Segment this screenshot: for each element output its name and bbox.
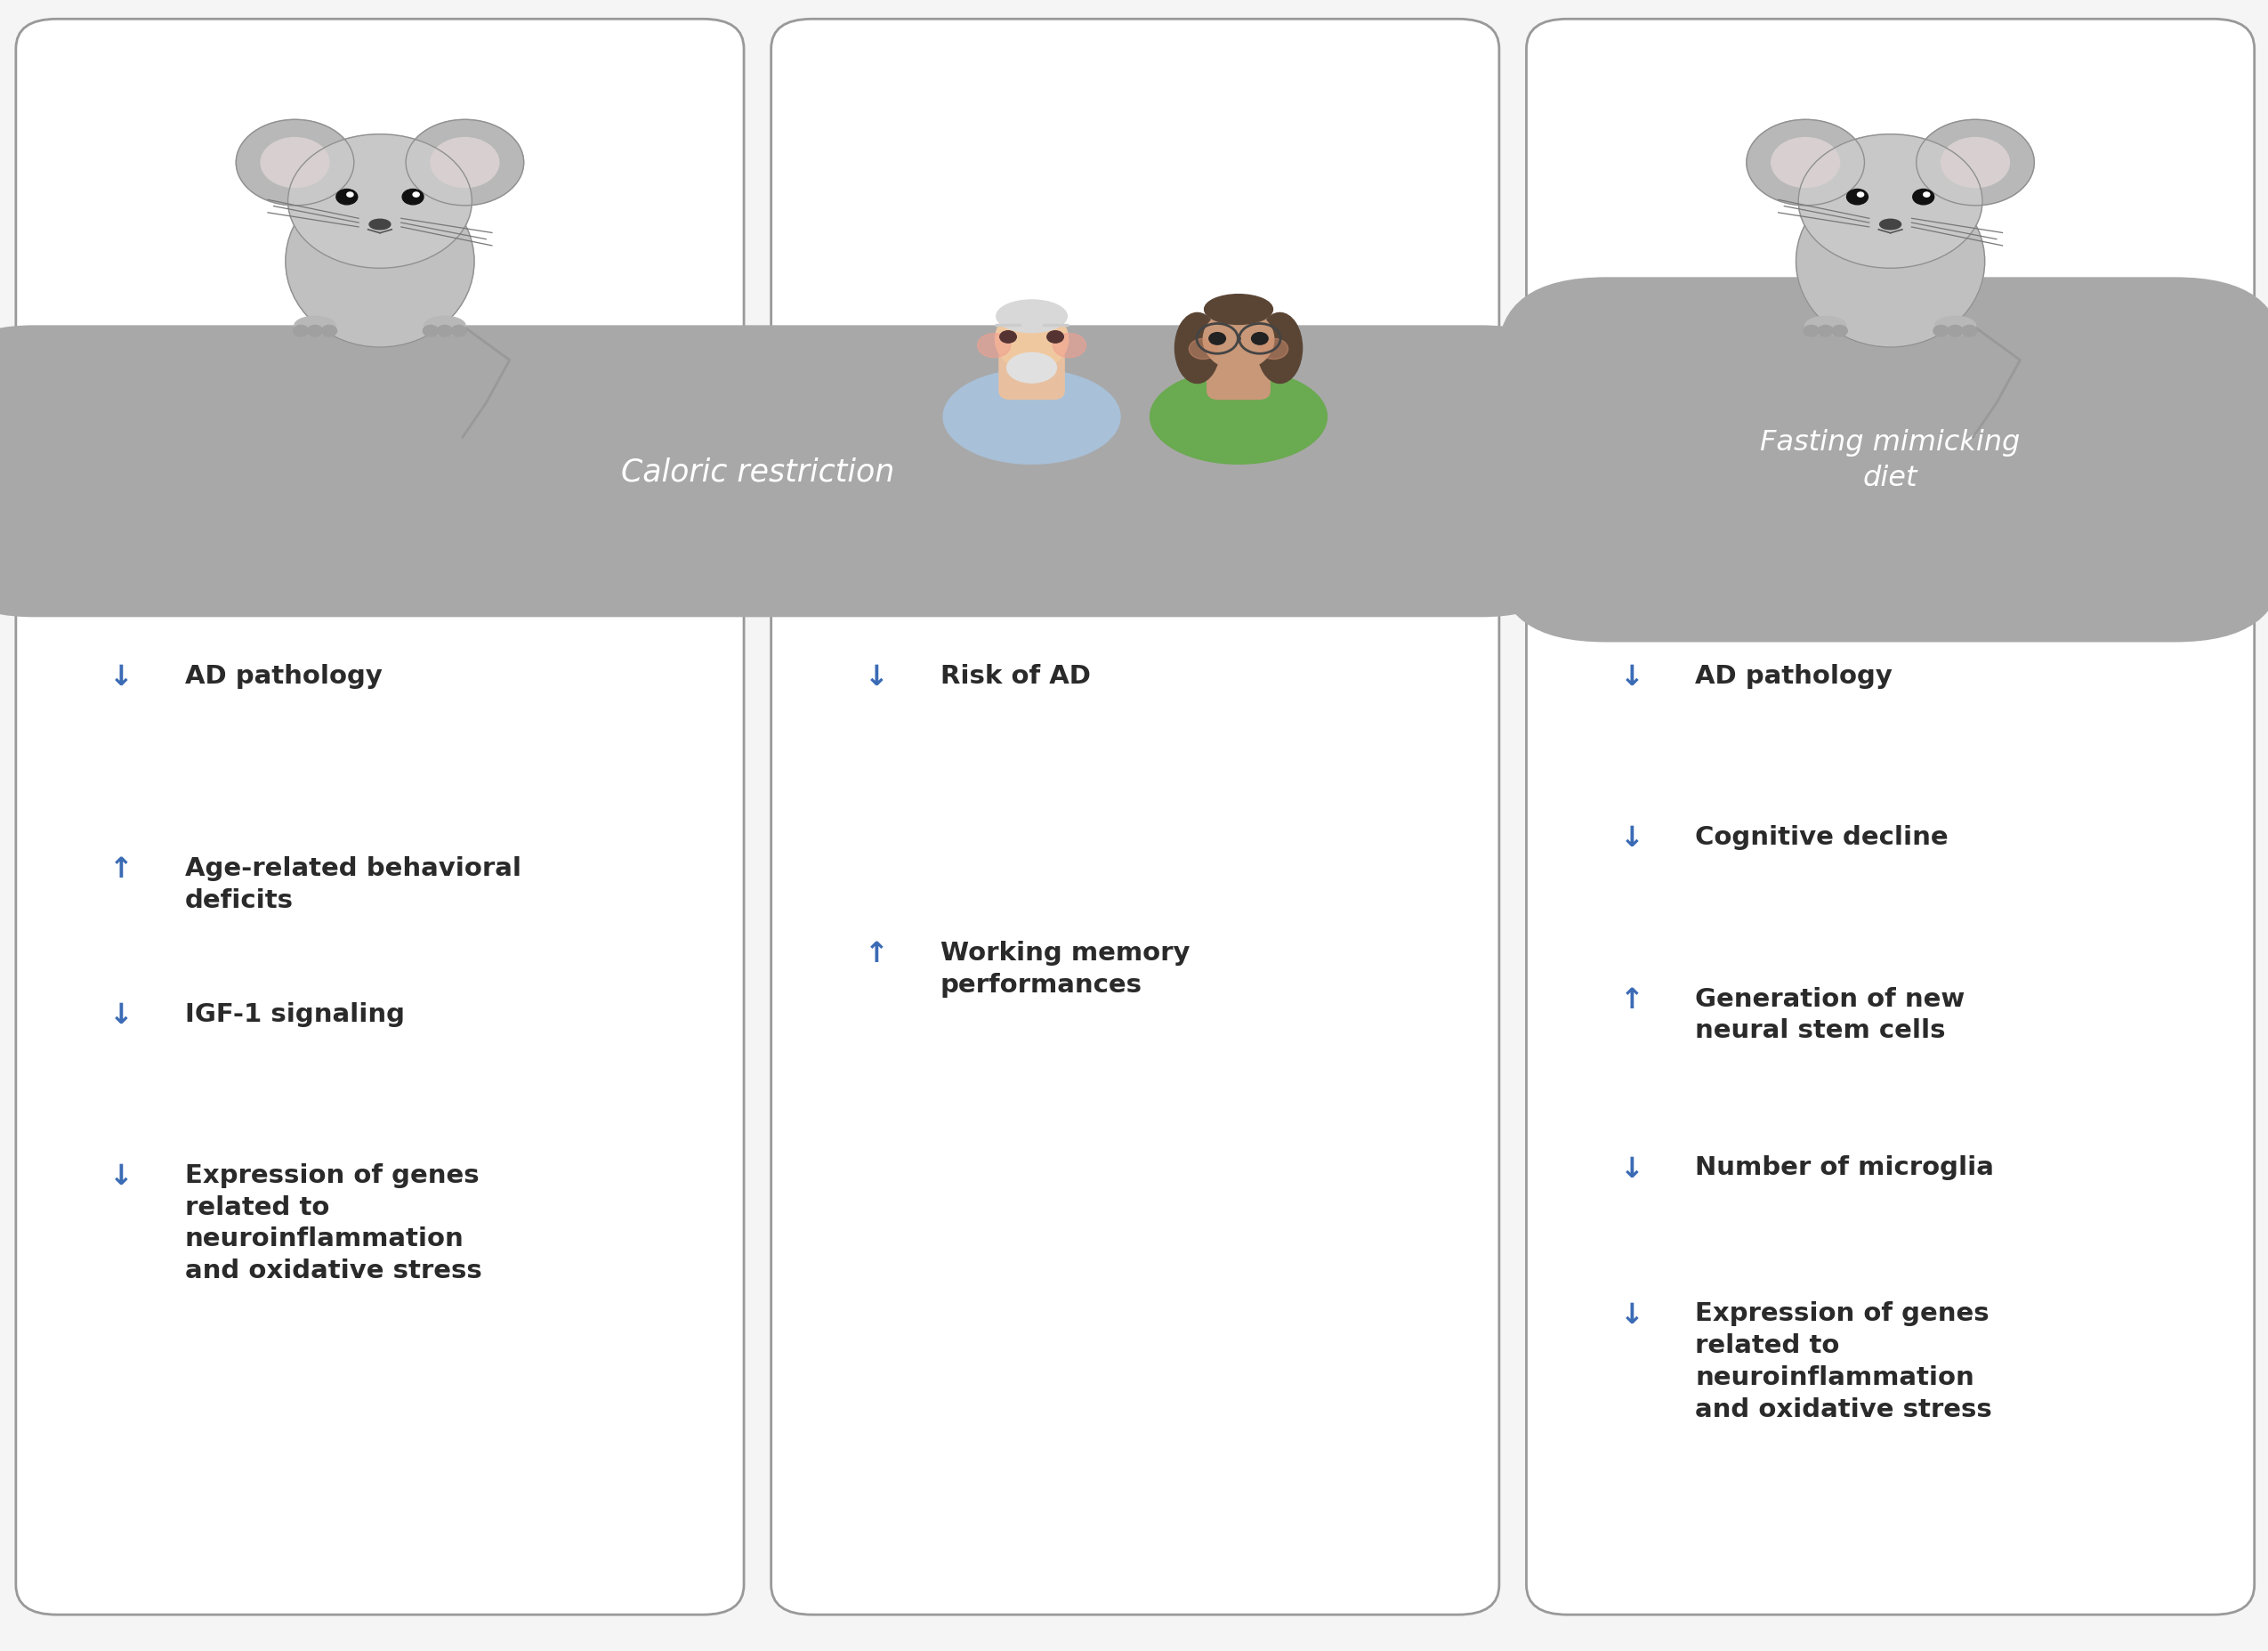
Circle shape [1819, 325, 1833, 337]
Text: ↓: ↓ [1619, 1301, 1644, 1329]
FancyBboxPatch shape [16, 20, 744, 1615]
Circle shape [1962, 325, 1978, 337]
Circle shape [422, 325, 438, 337]
Circle shape [438, 325, 451, 337]
Circle shape [401, 190, 424, 205]
Circle shape [451, 325, 467, 337]
Circle shape [288, 135, 472, 269]
Text: Age-related behavioral
deficits: Age-related behavioral deficits [186, 855, 522, 913]
Text: Caloric restriction: Caloric restriction [621, 457, 894, 487]
Ellipse shape [424, 317, 465, 335]
Circle shape [1252, 334, 1268, 345]
Circle shape [308, 325, 322, 337]
Ellipse shape [1204, 296, 1272, 325]
Ellipse shape [1256, 314, 1302, 385]
Ellipse shape [1175, 314, 1220, 385]
Text: ↓: ↓ [109, 664, 134, 692]
Ellipse shape [1880, 220, 1901, 229]
Ellipse shape [295, 317, 336, 335]
Ellipse shape [1805, 317, 1846, 335]
Circle shape [1048, 332, 1064, 343]
Circle shape [322, 325, 338, 337]
Text: Cognitive decline: Cognitive decline [1694, 826, 1948, 850]
Ellipse shape [1796, 177, 1984, 348]
Text: ↓: ↓ [864, 664, 889, 692]
Circle shape [1833, 325, 1848, 337]
Text: ↑: ↑ [1619, 986, 1644, 1014]
Circle shape [1912, 190, 1935, 205]
Text: ↓: ↓ [109, 1162, 134, 1190]
Ellipse shape [1150, 370, 1327, 464]
Text: ↑: ↑ [864, 939, 889, 967]
Circle shape [1259, 338, 1288, 360]
Circle shape [1803, 325, 1819, 337]
Text: ↓: ↓ [1619, 1156, 1644, 1182]
FancyBboxPatch shape [1207, 345, 1270, 400]
Circle shape [1771, 139, 1839, 188]
Text: Expression of genes
related to
neuroinflammation
and oxidative stress: Expression of genes related to neuroinfl… [1694, 1301, 1991, 1422]
Text: ↓: ↓ [1619, 664, 1644, 692]
Circle shape [1799, 135, 1982, 269]
Circle shape [1948, 325, 1962, 337]
Text: AD pathology: AD pathology [186, 664, 383, 688]
FancyBboxPatch shape [1497, 277, 2268, 642]
Circle shape [1746, 121, 1864, 206]
Text: ↑: ↑ [109, 855, 134, 883]
Ellipse shape [1007, 353, 1057, 383]
Ellipse shape [1935, 317, 1975, 335]
FancyBboxPatch shape [1000, 345, 1064, 400]
Circle shape [1941, 139, 2009, 188]
Text: Risk of AD: Risk of AD [941, 664, 1091, 688]
Text: Fasting mimicking
diet: Fasting mimicking diet [1760, 428, 2021, 492]
Ellipse shape [996, 300, 1068, 334]
Text: Expression of genes
related to
neuroinflammation
and oxidative stress: Expression of genes related to neuroinfl… [186, 1162, 481, 1283]
Ellipse shape [943, 370, 1120, 464]
Text: Number of microglia: Number of microglia [1694, 1156, 1994, 1180]
Circle shape [236, 121, 354, 206]
FancyBboxPatch shape [771, 20, 1499, 1615]
Ellipse shape [1207, 315, 1270, 370]
Ellipse shape [1202, 310, 1275, 370]
Ellipse shape [286, 177, 474, 348]
FancyBboxPatch shape [1526, 20, 2254, 1615]
Circle shape [1209, 334, 1225, 345]
Circle shape [1923, 193, 1930, 198]
Circle shape [1857, 193, 1864, 198]
Circle shape [293, 325, 308, 337]
Circle shape [347, 193, 354, 198]
Ellipse shape [996, 309, 1068, 371]
Text: AD pathology: AD pathology [1694, 664, 1894, 688]
Circle shape [336, 190, 358, 205]
Text: ↓: ↓ [1619, 826, 1644, 852]
Text: Working memory
performances: Working memory performances [941, 939, 1191, 997]
Text: IGF-1 signaling: IGF-1 signaling [186, 1002, 404, 1027]
Text: Generation of new
neural stem cells: Generation of new neural stem cells [1694, 986, 1964, 1043]
Circle shape [1916, 121, 2034, 206]
FancyBboxPatch shape [0, 325, 1576, 617]
Text: ↓: ↓ [109, 1002, 134, 1029]
Circle shape [261, 139, 329, 188]
Circle shape [413, 193, 420, 198]
Ellipse shape [370, 220, 390, 229]
Circle shape [1000, 332, 1016, 343]
Circle shape [1932, 325, 1948, 337]
Circle shape [978, 334, 1012, 358]
Circle shape [1052, 334, 1086, 358]
Circle shape [1188, 338, 1218, 360]
Circle shape [406, 121, 524, 206]
Circle shape [1846, 190, 1869, 205]
Circle shape [431, 139, 499, 188]
